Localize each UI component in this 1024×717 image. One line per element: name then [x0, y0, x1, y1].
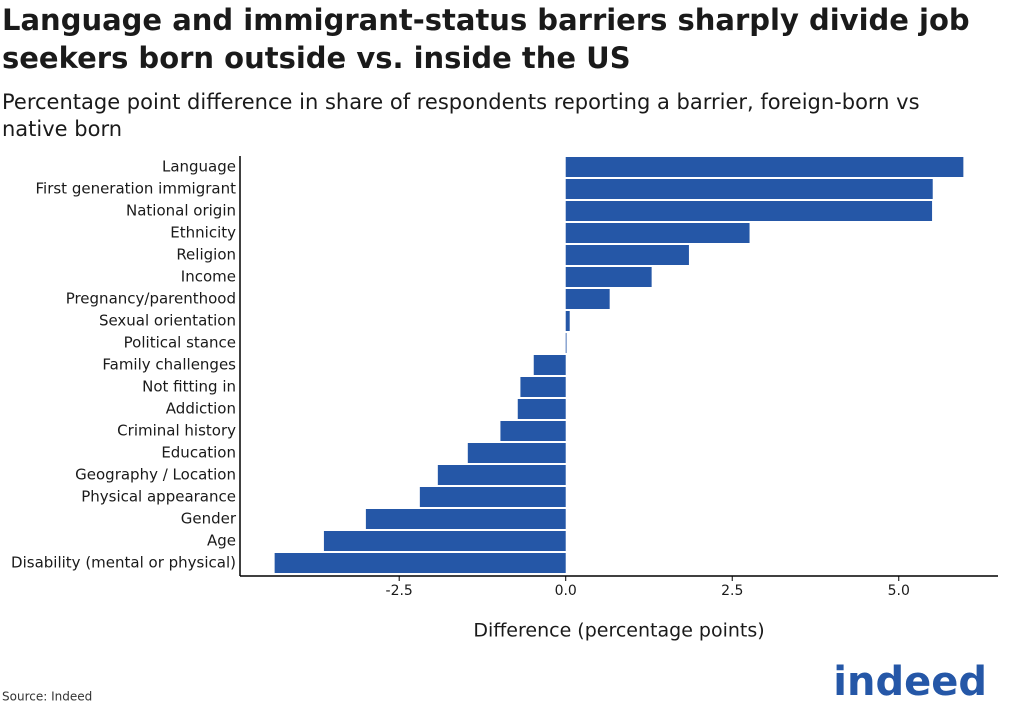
- y-tick-label: Ethnicity: [170, 224, 236, 242]
- bar: [533, 355, 566, 375]
- bar: [437, 465, 566, 485]
- bar: [565, 201, 933, 221]
- y-tick-label: Family challenges: [102, 356, 236, 374]
- bar: [365, 509, 566, 529]
- bar: [565, 245, 689, 265]
- y-tick-label: First generation immigrant: [35, 180, 236, 198]
- x-tick-label: 0.0: [555, 583, 577, 599]
- y-tick-label: Pregnancy/parenthood: [66, 290, 236, 308]
- bar: [565, 179, 933, 199]
- logo: indeed: [833, 659, 987, 705]
- x-tick-label: 2.5: [721, 583, 743, 599]
- y-tick-label: Geography / Location: [75, 466, 236, 484]
- bar: [500, 421, 566, 441]
- bar: [323, 531, 566, 551]
- y-tick-label: Disability (mental or physical): [11, 554, 236, 572]
- y-tick-label: Political stance: [124, 334, 236, 352]
- y-tick-label: Physical appearance: [81, 488, 236, 506]
- y-tick-label: Sexual orientation: [99, 312, 236, 330]
- y-tick-label: Education: [161, 444, 236, 462]
- bar: [467, 443, 566, 463]
- x-axis-label: Difference (percentage points): [473, 620, 764, 642]
- bar: [565, 223, 750, 243]
- x-tick-label: -2.5: [386, 583, 413, 599]
- y-tick-label: Age: [207, 532, 236, 550]
- y-tick-label: Addiction: [166, 400, 236, 418]
- bar: [520, 377, 566, 397]
- bar: [274, 553, 566, 573]
- y-tick-label: Gender: [181, 510, 237, 528]
- chart-subtitle: Percentage point difference in share of …: [2, 90, 920, 141]
- bar: [517, 399, 566, 419]
- y-tick-label: Income: [181, 268, 236, 286]
- bar: [565, 157, 964, 177]
- chart-title: Language and immigrant-status barriers s…: [2, 3, 970, 75]
- bar: [565, 267, 652, 287]
- y-tick-label: Religion: [176, 246, 236, 264]
- y-tick-label: Criminal history: [117, 422, 236, 440]
- y-tick-label: Not fitting in: [142, 378, 236, 396]
- x-tick-label: 5.0: [888, 583, 910, 599]
- y-tick-label: National origin: [126, 202, 236, 220]
- bar: [565, 311, 570, 331]
- bar: [565, 289, 610, 309]
- y-tick-label: Language: [162, 158, 236, 176]
- bar: [419, 487, 566, 507]
- bar: [565, 333, 567, 353]
- source: Source: Indeed: [2, 690, 92, 704]
